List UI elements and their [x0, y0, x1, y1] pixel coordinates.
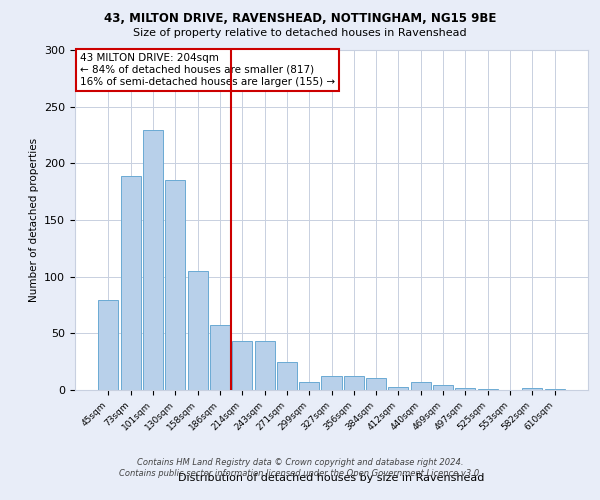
- Bar: [210, 326, 230, 390]
- Bar: [322, 376, 341, 390]
- Bar: [232, 342, 252, 390]
- Bar: [522, 388, 542, 390]
- Bar: [478, 389, 498, 390]
- Text: 43 MILTON DRIVE: 204sqm
← 84% of detached houses are smaller (817)
16% of semi-d: 43 MILTON DRIVE: 204sqm ← 84% of detache…: [80, 54, 335, 86]
- Bar: [188, 271, 208, 390]
- Y-axis label: Number of detached properties: Number of detached properties: [29, 138, 38, 302]
- Bar: [299, 382, 319, 390]
- Bar: [143, 130, 163, 390]
- X-axis label: Distribution of detached houses by size in Ravenshead: Distribution of detached houses by size …: [178, 474, 485, 484]
- Bar: [277, 362, 297, 390]
- Text: Size of property relative to detached houses in Ravenshead: Size of property relative to detached ho…: [133, 28, 467, 38]
- Text: 43, MILTON DRIVE, RAVENSHEAD, NOTTINGHAM, NG15 9BE: 43, MILTON DRIVE, RAVENSHEAD, NOTTINGHAM…: [104, 12, 496, 26]
- Text: Contains HM Land Registry data © Crown copyright and database right 2024.
Contai: Contains HM Land Registry data © Crown c…: [119, 458, 481, 477]
- Bar: [344, 376, 364, 390]
- Bar: [545, 389, 565, 390]
- Bar: [411, 382, 431, 390]
- Bar: [388, 386, 409, 390]
- Bar: [254, 342, 275, 390]
- Bar: [433, 386, 453, 390]
- Bar: [455, 388, 475, 390]
- Bar: [121, 176, 141, 390]
- Bar: [165, 180, 185, 390]
- Bar: [98, 300, 118, 390]
- Bar: [366, 378, 386, 390]
